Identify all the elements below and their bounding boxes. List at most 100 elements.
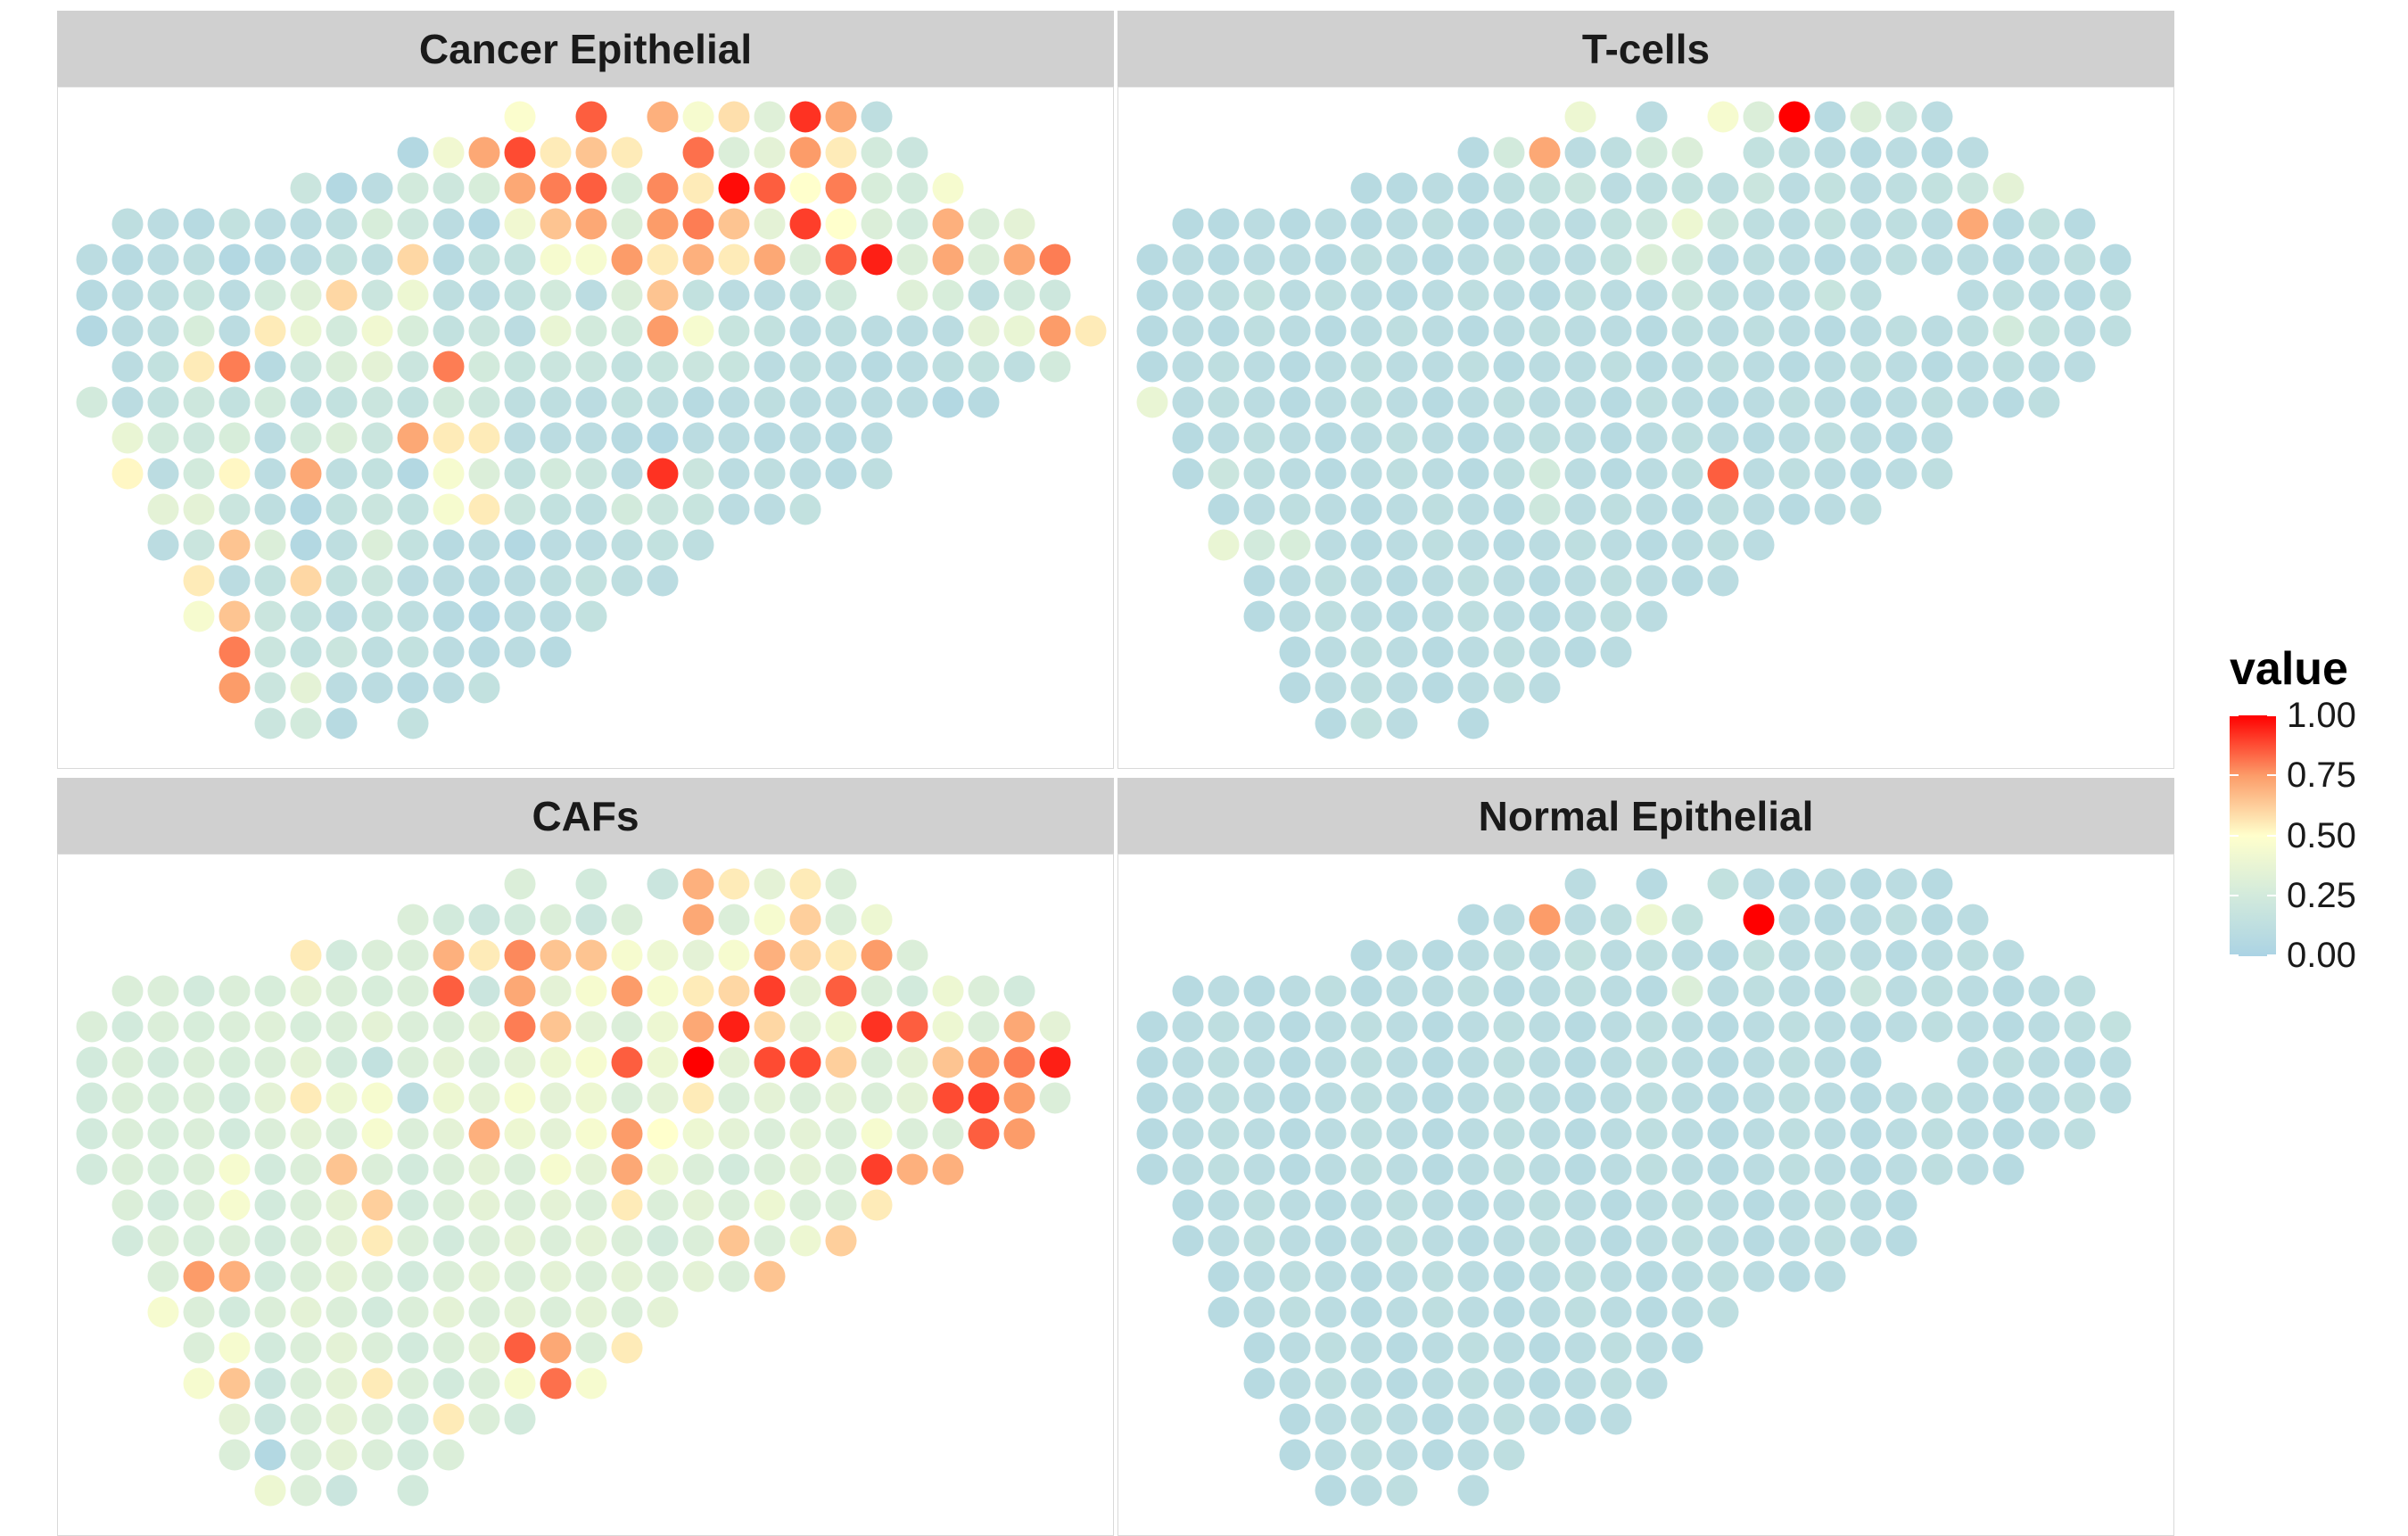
spot-point [1279,529,1311,561]
spot-point [575,458,607,490]
spot-point [754,244,786,276]
spot-point [1636,101,1668,133]
spot-point [1671,904,1703,936]
spot-point [1636,1189,1668,1221]
spot-point [682,529,714,561]
spot-point [718,386,750,418]
spot-point [326,1118,358,1150]
spot-point [825,208,857,240]
spot-point [1208,1225,1240,1257]
spot-point [647,1189,679,1221]
spot-point [361,1189,393,1221]
spot-point [326,172,358,204]
plot-area [57,87,1114,769]
spot-point [1957,315,1989,347]
spot-point [682,1118,714,1150]
spot-point [718,1011,750,1043]
spot-point [254,1403,286,1435]
plot-area [1117,854,2174,1536]
spot-point [361,1296,393,1328]
spot-point [397,636,429,668]
spot-point [1279,1082,1311,1114]
spot-point [1315,208,1347,240]
spot-point [575,351,607,383]
spot-point [1600,208,1632,240]
spot-point [1243,975,1275,1007]
spot-point [1636,208,1668,240]
spot-point [575,172,607,204]
spot-point [1778,868,1810,900]
spot-point [647,244,679,276]
spot-point [504,315,536,347]
spot-point [932,1046,964,1078]
spot-point [647,208,679,240]
spot-point [1600,422,1632,454]
spot-point [896,1011,928,1043]
spot-point [754,1046,786,1078]
spot-point [1457,351,1489,383]
spot-point [290,1260,322,1292]
spot-point [433,600,465,632]
spot-point [1885,868,1917,900]
spot-point [1457,315,1489,347]
spot-point [861,315,893,347]
spot-point [1957,208,1989,240]
spot-point [1350,422,1382,454]
spot-point [397,1118,429,1150]
spot-point [1493,1225,1525,1257]
facet-panel-normal-epithelial: Normal Epithelial [1117,778,2174,1536]
spot-point [1850,101,1882,133]
spot-point [504,351,536,383]
spot-point [1422,975,1454,1007]
spot-point [1600,1296,1632,1328]
spot-point [1279,672,1311,704]
spot-point [540,565,572,597]
spot-point [219,351,251,383]
spot-point [1422,1225,1454,1257]
spot-point [1957,1046,1989,1078]
spot-point [1422,565,1454,597]
spot-point [540,136,572,169]
spot-point [1039,1082,1071,1114]
spot-point [76,315,108,347]
spot-point [361,386,393,418]
spot-point [183,565,215,597]
spot-point [254,208,286,240]
spot-point [397,458,429,490]
spot-point [1350,565,1382,597]
spot-point [1457,672,1489,704]
spot-point [219,565,251,597]
spot-point [968,279,1000,311]
spot-point [1564,315,1596,347]
spot-point [1814,101,1846,133]
spot-point [825,868,857,900]
spot-point [1850,1118,1882,1150]
spot-point [1350,636,1382,668]
spot-point [1386,939,1418,971]
spot-point [1350,1332,1382,1364]
spot-point [361,1225,393,1257]
spot-point [290,529,322,561]
spot-point [754,101,786,133]
spot-point [682,1046,714,1078]
spot-point [575,1011,607,1043]
spot-point [825,1046,857,1078]
spot-point [1707,493,1739,525]
spot-point [789,1189,821,1221]
spot-point [433,1118,465,1150]
spot-point [647,458,679,490]
spot-point [825,1153,857,1185]
spot-point [1315,458,1347,490]
spot-point [575,101,607,133]
spot-point [1850,386,1882,418]
spot-point [1172,422,1204,454]
spot-point [1636,315,1668,347]
spot-point [682,1260,714,1292]
spot-point [718,1260,750,1292]
spot-point [2028,1046,2060,1078]
spot-point [611,1296,643,1328]
spot-point [540,904,572,936]
spot-point [1243,1082,1275,1114]
spot-point [611,172,643,204]
spot-point [290,1367,322,1400]
